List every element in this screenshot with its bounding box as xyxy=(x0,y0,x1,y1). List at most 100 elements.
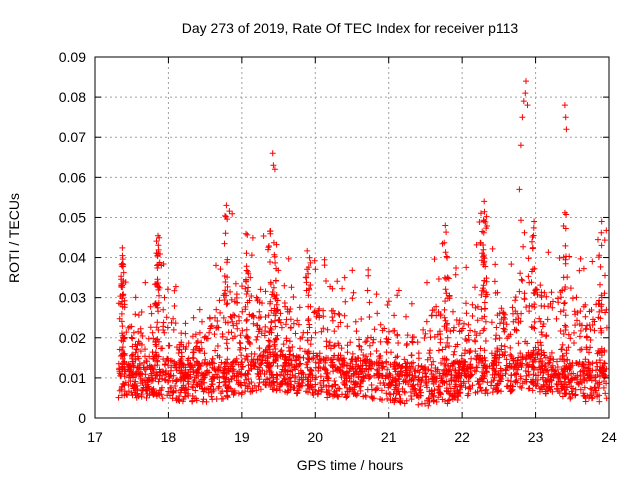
data-point xyxy=(202,356,209,363)
data-point xyxy=(256,315,262,321)
data-point xyxy=(311,309,318,316)
data-point xyxy=(272,337,279,343)
data-point xyxy=(192,345,199,352)
data-point xyxy=(403,373,410,380)
data-point xyxy=(459,325,466,332)
data-point xyxy=(279,380,286,387)
data-point xyxy=(422,330,429,337)
data-point xyxy=(248,252,255,259)
data-point xyxy=(425,402,432,409)
data-point xyxy=(165,342,172,349)
data-point xyxy=(245,338,252,345)
data-point xyxy=(222,319,229,326)
data-point xyxy=(404,367,411,374)
data-point xyxy=(185,375,192,382)
data-point xyxy=(530,224,537,231)
data-point xyxy=(369,339,376,346)
data-point xyxy=(175,350,182,356)
data-point xyxy=(297,345,303,352)
data-point xyxy=(481,198,488,205)
data-point xyxy=(316,314,323,321)
data-point xyxy=(180,373,187,380)
data-point xyxy=(534,376,541,383)
data-point xyxy=(365,266,372,273)
data-point xyxy=(254,333,261,340)
data-point xyxy=(273,265,280,272)
data-point xyxy=(447,385,454,392)
x-tick-label: 23 xyxy=(528,429,544,445)
data-point xyxy=(132,356,139,363)
data-point xyxy=(542,388,549,395)
data-point xyxy=(452,359,459,366)
data-point xyxy=(543,367,550,374)
data-point xyxy=(331,343,337,350)
data-point xyxy=(160,319,167,326)
data-point xyxy=(484,291,491,298)
data-point xyxy=(491,278,498,285)
data-point xyxy=(292,356,299,363)
data-point xyxy=(137,348,144,355)
data-point xyxy=(592,377,599,384)
data-point xyxy=(244,385,251,392)
data-point xyxy=(488,382,494,389)
data-point xyxy=(481,255,488,262)
data-point xyxy=(354,354,361,361)
data-point xyxy=(540,370,547,376)
data-point xyxy=(490,385,497,392)
data-point xyxy=(598,329,605,336)
data-point xyxy=(350,289,357,296)
data-point xyxy=(281,300,288,306)
data-point xyxy=(313,313,320,320)
data-point xyxy=(494,289,501,296)
data-point xyxy=(157,251,163,257)
data-point xyxy=(251,382,258,389)
data-point xyxy=(513,371,520,378)
data-point xyxy=(496,377,503,384)
data-point xyxy=(262,288,269,295)
data-point xyxy=(125,388,132,395)
y-axis-label: ROTI / TECUs xyxy=(6,193,22,283)
data-point xyxy=(304,337,311,344)
data-point xyxy=(508,372,515,379)
data-point xyxy=(366,373,373,380)
data-point xyxy=(422,378,429,385)
data-point xyxy=(504,335,511,342)
data-point xyxy=(141,359,148,366)
data-point xyxy=(154,304,161,311)
data-point xyxy=(282,353,289,360)
data-point xyxy=(237,344,244,351)
data-point xyxy=(305,381,311,388)
data-point xyxy=(385,298,392,305)
data-point xyxy=(454,397,461,403)
data-point xyxy=(260,233,267,239)
data-point xyxy=(561,102,568,109)
data-point xyxy=(526,372,532,378)
data-point xyxy=(507,331,514,338)
data-point xyxy=(403,397,410,404)
data-point xyxy=(514,366,521,373)
data-point xyxy=(476,356,483,363)
data-point xyxy=(548,289,555,296)
x-tick-label: 24 xyxy=(601,429,617,445)
data-point xyxy=(257,286,264,293)
data-point xyxy=(436,389,443,396)
data-point xyxy=(264,376,271,383)
data-point xyxy=(581,375,588,382)
data-point xyxy=(352,391,359,398)
data-point xyxy=(260,349,267,355)
data-point xyxy=(453,265,459,271)
data-point xyxy=(239,327,246,334)
data-point xyxy=(455,375,462,382)
data-point xyxy=(503,321,510,328)
data-point xyxy=(589,360,596,367)
data-point xyxy=(238,352,245,359)
data-point xyxy=(196,329,203,336)
data-point xyxy=(213,325,220,331)
data-point xyxy=(335,340,342,347)
data-point xyxy=(453,383,460,390)
data-point xyxy=(283,335,290,342)
data-point xyxy=(408,377,415,384)
data-point xyxy=(413,392,420,399)
data-point xyxy=(129,351,136,358)
data-point xyxy=(476,380,482,387)
